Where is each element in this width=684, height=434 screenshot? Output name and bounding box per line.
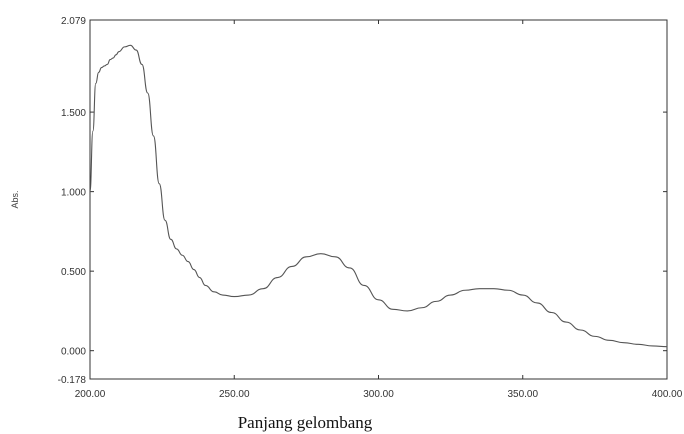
x-tick-label: 200.00 [75, 389, 106, 400]
x-tick-label: 300.00 [363, 389, 394, 400]
x-tick-label: 350.00 [507, 389, 538, 400]
series-line [89, 44, 668, 348]
y-tick-label: 1.000 [61, 188, 86, 199]
ticks-layer [89, 19, 668, 380]
y-tick-label: 2.079 [61, 16, 86, 27]
x-tick-label: 250.00 [219, 389, 250, 400]
x-axis-label: Panjang gelombang [238, 413, 373, 432]
x-tick-label: 400.00 [652, 389, 683, 400]
y-tick-label: 1.500 [61, 108, 86, 119]
plot-frame [89, 19, 668, 380]
y-axis-label: Abs. [10, 190, 20, 208]
tick-labels-layer: 200.00 250.00 300.00 350.00 400.00 2.079 1.500… [58, 16, 683, 400]
y-tick-label: 0.000 [61, 347, 86, 358]
y-tick-label: -0.178 [58, 375, 87, 386]
y-tick-label: 0.500 [61, 267, 86, 278]
